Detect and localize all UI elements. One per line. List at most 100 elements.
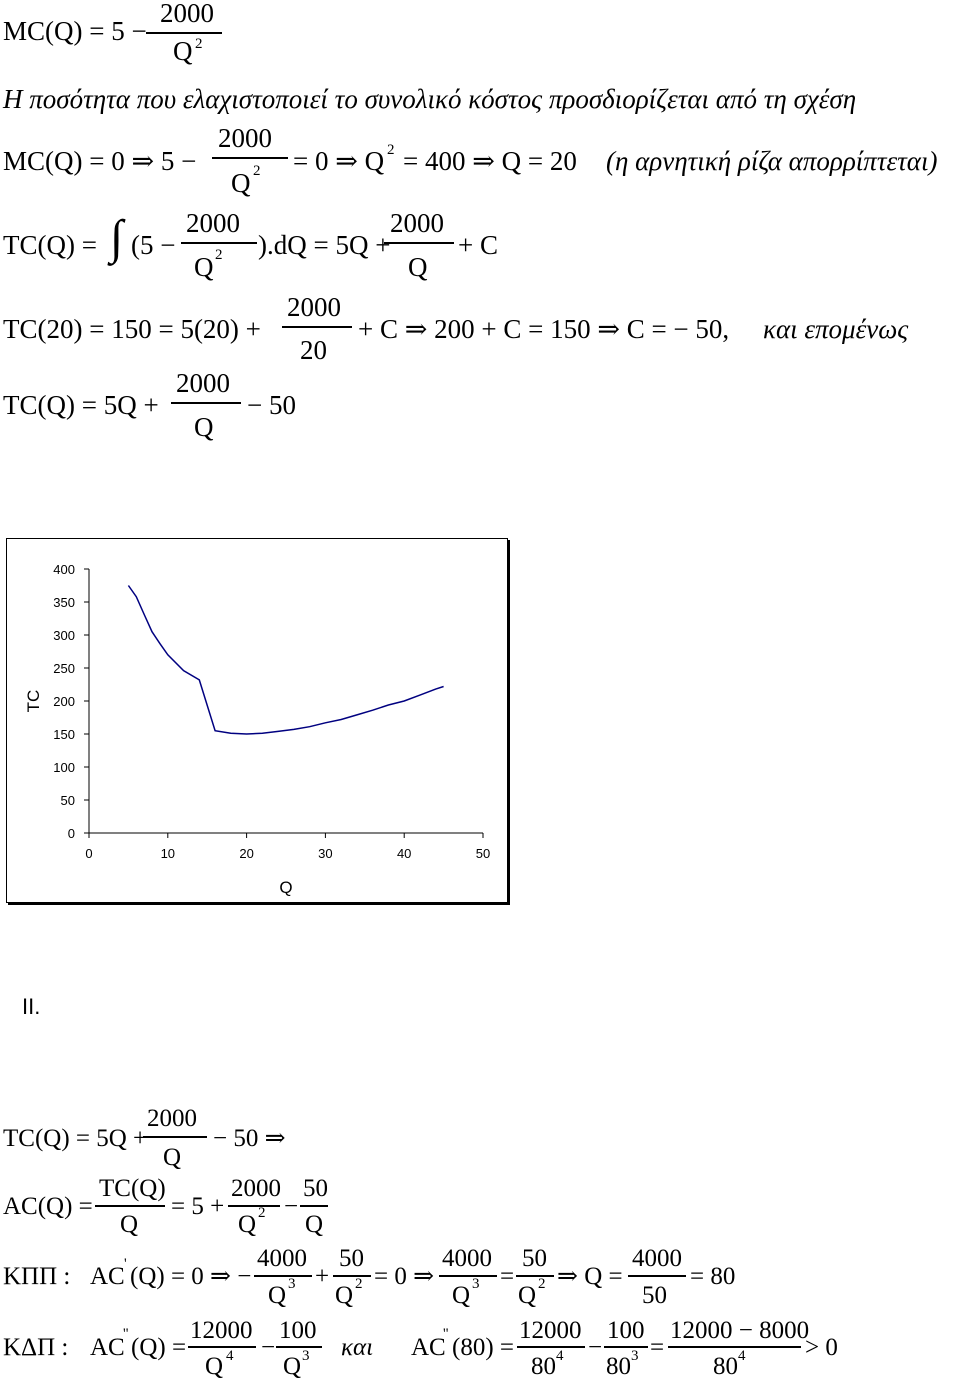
eq9-minus: − xyxy=(261,1334,276,1361)
fraction-bar xyxy=(171,402,241,404)
eq7-den3: Q xyxy=(305,1211,324,1238)
eq8-result: = 80 xyxy=(690,1263,736,1290)
fraction-bar xyxy=(228,1205,280,1207)
eq8-n4: 50 xyxy=(522,1245,547,1272)
eq9-arg2: (80) = xyxy=(452,1334,514,1361)
eq6-lhs: TC(Q) = 5Q + xyxy=(3,1125,148,1152)
eq7-num2: 2000 xyxy=(231,1175,281,1202)
eq7-den2: Q xyxy=(238,1211,257,1238)
eq8-d4: Q xyxy=(518,1282,537,1309)
y-tick-label: 50 xyxy=(61,793,75,808)
fraction-bar xyxy=(254,1275,312,1277)
eq9-minus2: − xyxy=(588,1334,603,1361)
eq3-den2: Q xyxy=(408,252,428,282)
eq5-num: 2000 xyxy=(176,368,230,398)
y-tick-label: 200 xyxy=(53,694,75,709)
mc-denominator: Q xyxy=(173,36,193,66)
tc-series-line xyxy=(127,585,444,735)
eq5-rhs: − 50 xyxy=(247,390,296,420)
eq9-d5-exp: 4 xyxy=(738,1348,746,1364)
mc-exponent: 2 xyxy=(195,36,203,52)
eq3-close: ).dQ = 5Q + xyxy=(258,230,391,260)
eq9-d4: 80 xyxy=(606,1353,631,1380)
eq8-ac: AC xyxy=(90,1263,125,1290)
eq6-den: Q xyxy=(163,1144,182,1171)
eq8-d4-exp: 2 xyxy=(538,1276,546,1292)
eq8-eq0: = 0 ⇒ xyxy=(374,1263,435,1290)
eq8-n3: 4000 xyxy=(442,1245,492,1272)
eq8-n2: 50 xyxy=(339,1245,364,1272)
eq9-n1: 12000 xyxy=(190,1317,253,1344)
x-tick-label: 30 xyxy=(318,846,332,861)
eq8-d3-exp: 3 xyxy=(472,1276,480,1292)
eq9-d5: 80 xyxy=(713,1353,738,1380)
x-tick-label: 10 xyxy=(161,846,175,861)
eq9-n4: 100 xyxy=(607,1317,645,1344)
eq3-open: (5 − xyxy=(131,230,176,260)
eq9-ac: AC xyxy=(90,1334,125,1361)
fraction-bar xyxy=(181,242,257,244)
section-heading: II. xyxy=(22,994,41,1019)
eq7-num1: TC(Q) xyxy=(99,1175,166,1202)
eq3-rhs: + C xyxy=(458,230,498,260)
fraction-bar xyxy=(439,1275,497,1277)
eq8-plus: + xyxy=(315,1263,330,1290)
eq9-n2: 100 xyxy=(279,1317,317,1344)
paragraph-text: Η ποσότητα που ελαχιστοποιεί το συνολικό… xyxy=(3,84,857,114)
integral-sign: ∫ xyxy=(110,211,124,264)
eq7-den2-exp: 2 xyxy=(258,1205,266,1221)
eq9-ac2: AC xyxy=(411,1334,446,1361)
y-tick-label: 250 xyxy=(53,661,75,676)
eq7-den1: Q xyxy=(120,1211,139,1238)
fraction-bar xyxy=(282,326,352,328)
eq9-d3: 80 xyxy=(531,1353,556,1380)
eq3-num1: 2000 xyxy=(186,208,240,238)
fraction-bar xyxy=(628,1275,686,1277)
eq4-rhs: + C ⇒ 200 + C = 150 ⇒ C = − 50, xyxy=(358,314,730,344)
eq9-result: > 0 xyxy=(805,1334,838,1361)
eq7-minus: − xyxy=(284,1193,299,1220)
x-tick-label: 40 xyxy=(397,846,411,861)
eq7-num3: 50 xyxy=(303,1175,328,1202)
eq4-note: και επομένως xyxy=(763,314,909,344)
eq9-arg: (Q) = xyxy=(131,1334,187,1361)
y-tick-label: 0 xyxy=(68,826,75,841)
eq9-d4-exp: 3 xyxy=(631,1348,639,1364)
eq9-n3: 12000 xyxy=(519,1317,582,1344)
eq2-note: (η αρνητική ρίζα απορρίπτεται) xyxy=(606,146,938,176)
x-tick-label: 50 xyxy=(476,846,490,861)
fraction-bar xyxy=(188,1346,256,1348)
eq9-eq: = xyxy=(650,1334,665,1361)
fraction-bar xyxy=(668,1346,801,1348)
eq4-lhs: TC(20) = 150 = 5(20) + xyxy=(3,314,261,344)
eq3-den1-exp: 2 xyxy=(215,247,223,263)
eq8-arrow: ⇒ Q = xyxy=(557,1263,623,1290)
eq8-d1: Q xyxy=(268,1282,287,1309)
eq9-d1-exp: 4 xyxy=(226,1348,234,1364)
y-tick-label: 100 xyxy=(53,760,75,775)
y-tick-label: 300 xyxy=(53,628,75,643)
fraction-bar xyxy=(333,1275,371,1277)
eq8-d2-exp: 2 xyxy=(355,1276,363,1292)
fraction-bar xyxy=(517,1346,585,1348)
fraction-bar xyxy=(276,1346,322,1348)
x-tick-label: 20 xyxy=(239,846,253,861)
mc-numerator: 2000 xyxy=(160,0,214,28)
eq7-lhs: AC(Q) = xyxy=(3,1193,93,1220)
eq9-prime: '' xyxy=(123,1326,129,1342)
eq3-den1: Q xyxy=(194,252,214,282)
fraction-bar xyxy=(384,242,454,244)
eq9-d1: Q xyxy=(205,1353,224,1380)
eq9-n5: 12000 − 8000 xyxy=(670,1317,810,1344)
eq3-num2: 2000 xyxy=(390,208,444,238)
eq8-d1-exp: 3 xyxy=(288,1276,296,1292)
y-tick-label: 150 xyxy=(53,727,75,742)
eq8-d2: Q xyxy=(335,1282,354,1309)
eq6-rhs: − 50 ⇒ xyxy=(213,1125,286,1152)
fraction-bar xyxy=(143,1136,207,1138)
eq9-kai: και xyxy=(341,1334,374,1361)
eq8-d3: Q xyxy=(452,1282,471,1309)
fraction-bar xyxy=(95,1205,165,1207)
mc-lhs: MC(Q) = 5 − xyxy=(3,16,147,46)
eq8-n5: 4000 xyxy=(632,1245,682,1272)
